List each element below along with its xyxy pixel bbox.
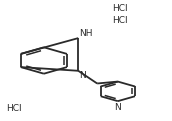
- Text: HCl: HCl: [6, 104, 22, 113]
- Text: N: N: [79, 71, 86, 80]
- Text: NH: NH: [79, 29, 93, 38]
- Text: HCl: HCl: [113, 16, 128, 25]
- Text: HCl: HCl: [113, 4, 128, 13]
- Text: N: N: [114, 103, 121, 112]
